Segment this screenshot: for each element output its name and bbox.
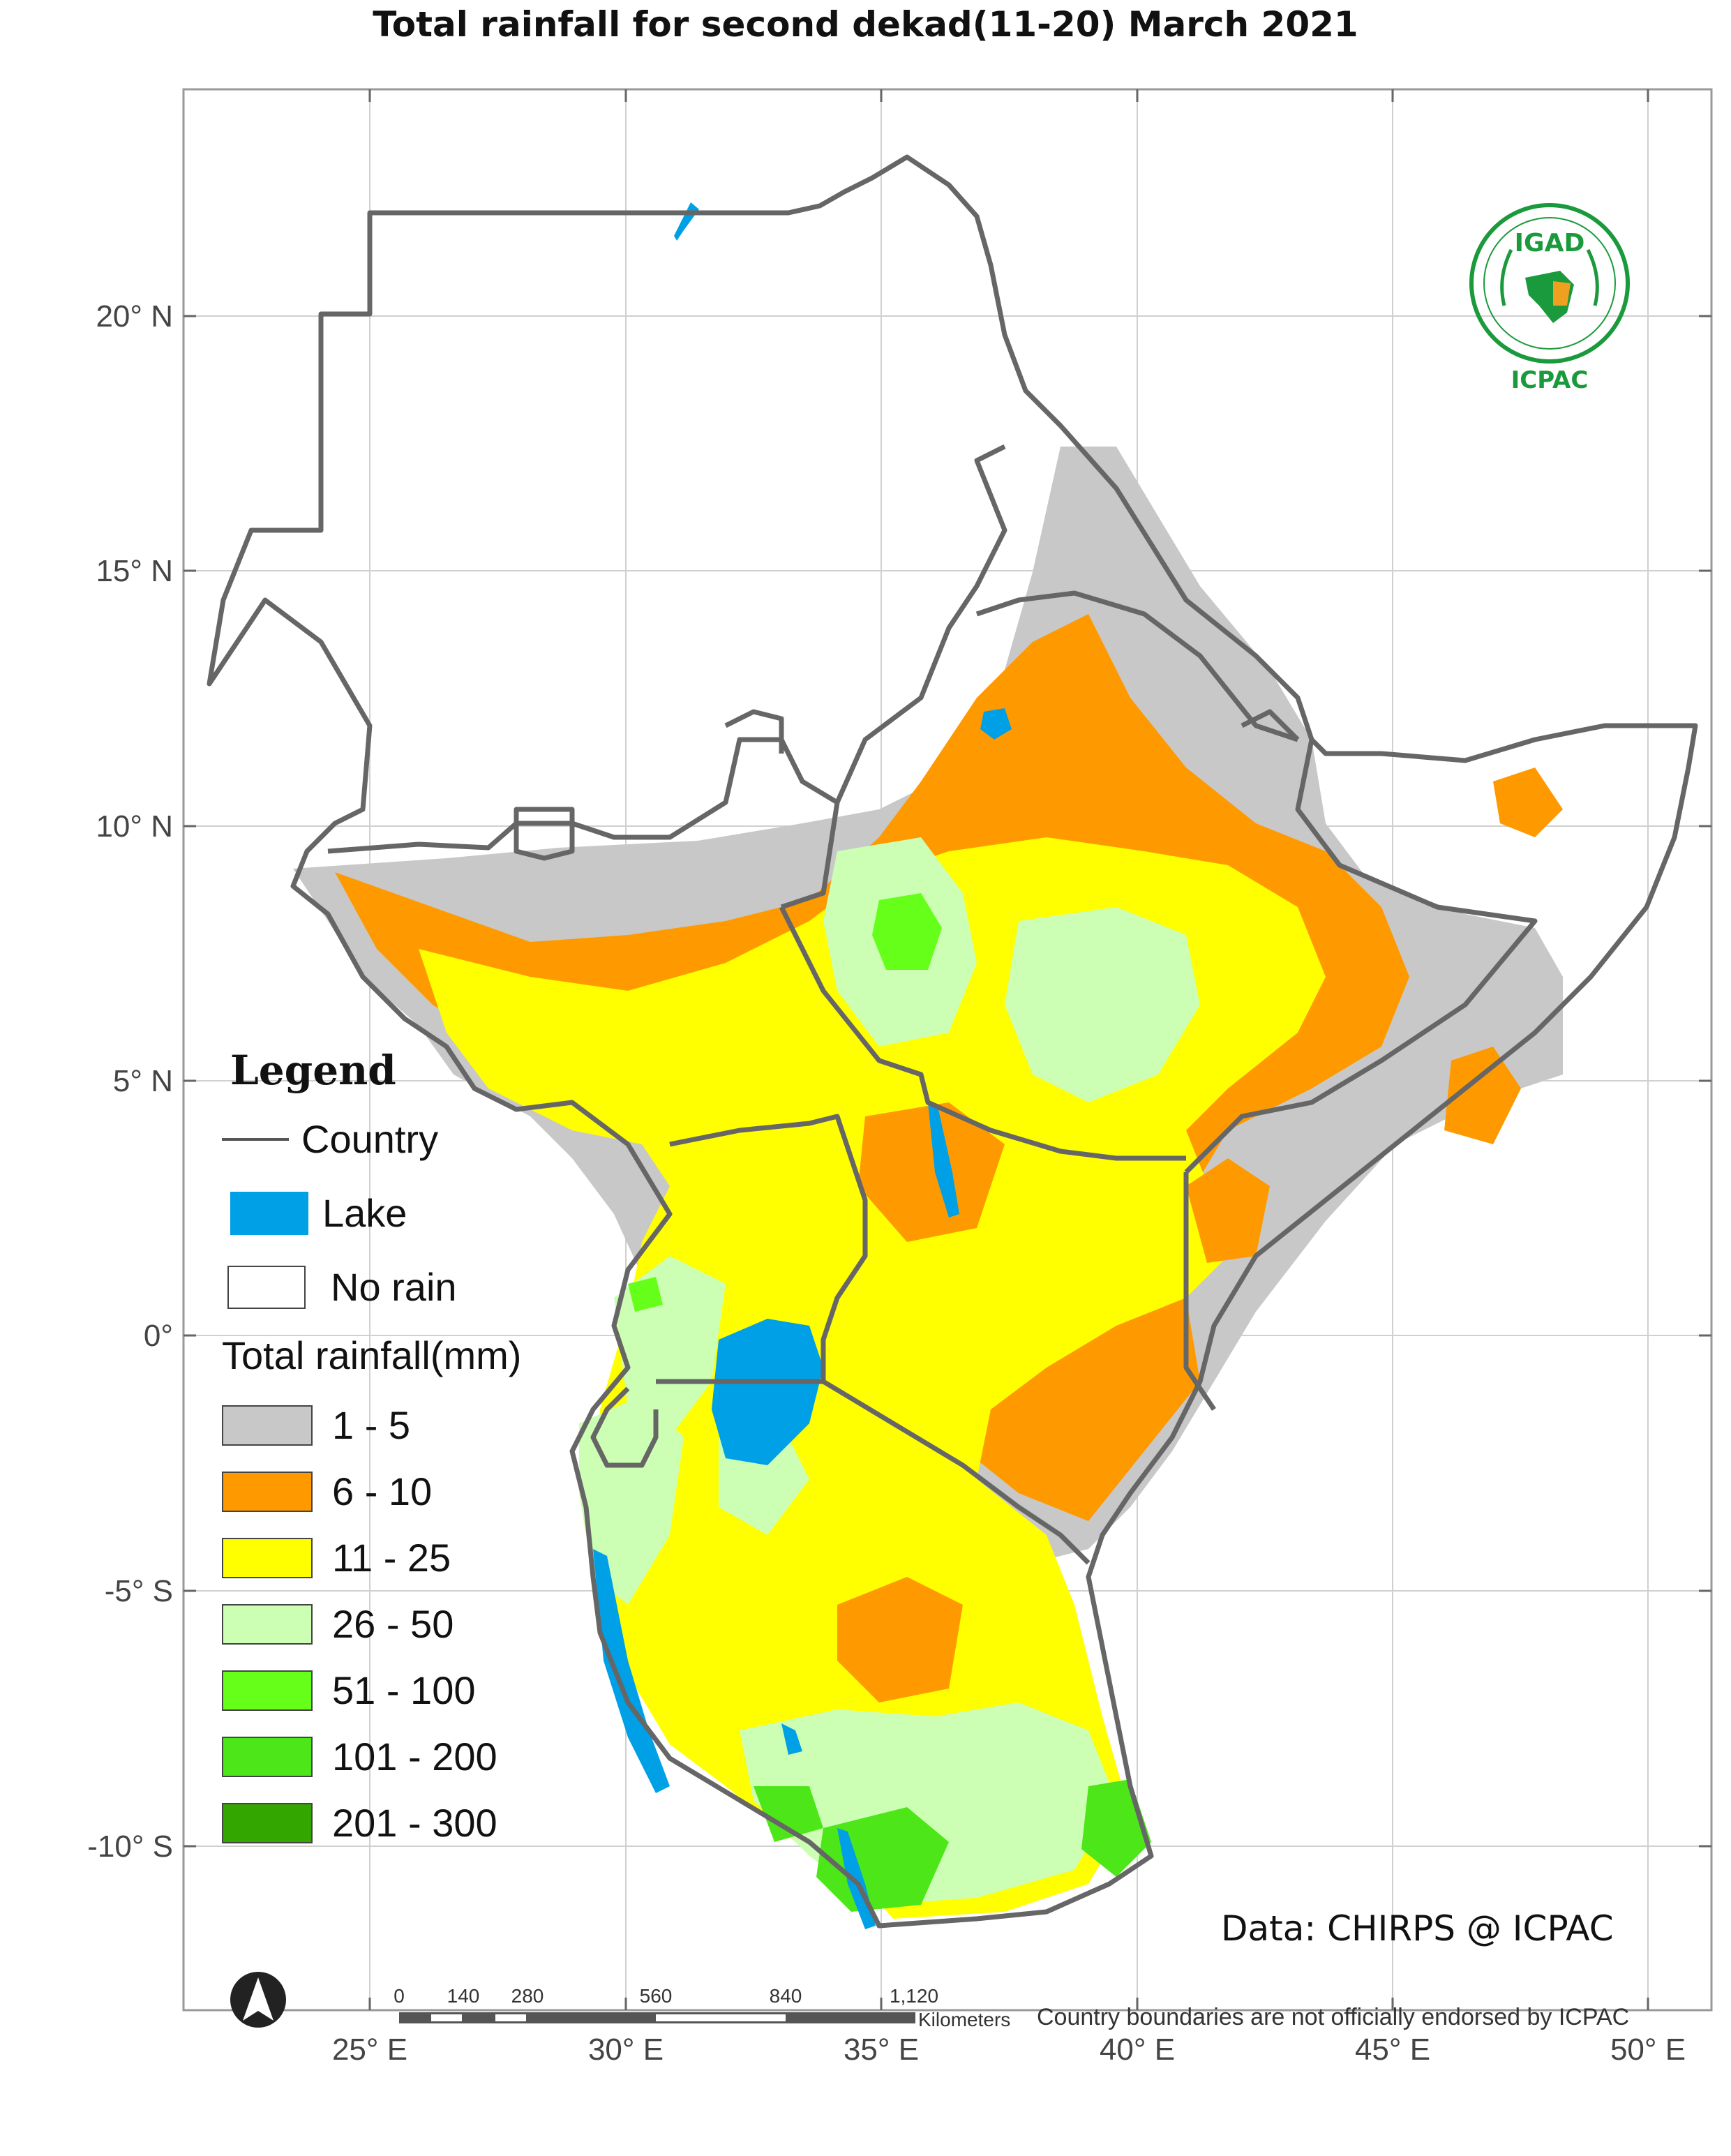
legend-row-lake: Lake: [222, 1190, 407, 1236]
country-line-swatch: [222, 1137, 289, 1141]
legend-class-row: 51 - 100: [222, 1668, 476, 1713]
rainfall-zone-11-25: [419, 837, 1326, 1919]
lake-tana: [980, 708, 1012, 740]
lake-turkana: [928, 1102, 959, 1218]
legend: Legend Country Lake No rain Total rainfa…: [222, 1047, 613, 1863]
scale-label-560: 560: [640, 1985, 673, 2007]
border-tanzania-north: [656, 1379, 1091, 1565]
lon-label-25: 25° E: [332, 2033, 407, 2067]
lat-label-10s: -10° S: [87, 1829, 173, 1864]
legend-class-swatch: [222, 1670, 313, 1711]
logo-sub: ICPAC: [1511, 366, 1589, 394]
scale-label-1120: 1,120: [890, 1985, 938, 2007]
border-south-sudan-kenya: [779, 906, 1186, 1161]
lon-label-45: 45° E: [1355, 2033, 1430, 2067]
legend-class-row: 101 - 200: [222, 1734, 497, 1779]
lon-label-35: 35° E: [844, 2033, 919, 2067]
border-sudan-chad-pocket: [514, 807, 575, 861]
map-title: Total rainfall for second dekad(11-20) M…: [373, 4, 1358, 45]
legend-class-row: 11 - 25: [222, 1535, 451, 1580]
legend-row-no-rain: No rain: [222, 1264, 457, 1310]
legend-class-label: 1 - 5: [332, 1403, 411, 1447]
lon-label-50: 50° E: [1610, 2033, 1686, 2067]
border-ethiopia-somalia: [1184, 739, 1538, 1174]
legend-class-swatch: [222, 1405, 313, 1446]
legend-class-label: 201 - 300: [332, 1801, 497, 1845]
legend-class-label: 11 - 25: [332, 1536, 451, 1580]
scale-label-840: 840: [770, 1985, 802, 2007]
legend-class-label: 6 - 10: [332, 1469, 433, 1513]
lat-label-5n: 5° N: [113, 1064, 173, 1098]
scale-label-0: 0: [394, 1985, 405, 2007]
legend-lake-label: Lake: [322, 1191, 407, 1235]
outer-border: [207, 154, 1698, 1929]
rainfall-zone-26-50: [579, 837, 1200, 1905]
legend-class-swatch: [222, 1802, 313, 1843]
border-ethiopia-sudan: [834, 444, 1007, 804]
legend-country-label: Country: [301, 1117, 439, 1161]
north-arrow-icon: [230, 1972, 286, 2028]
scale-unit: Kilometers: [918, 2009, 1010, 2030]
border-rwanda-burundi: [590, 1386, 659, 1468]
border-eritrea: [975, 590, 1299, 742]
country-borders: [207, 154, 1698, 1929]
legend-class-label: 51 - 100: [332, 1668, 476, 1712]
rainfall-patches-6-10: [837, 768, 1563, 1702]
legend-class-row: 1 - 5: [222, 1402, 410, 1448]
legend-class-swatch: [222, 1471, 313, 1512]
lat-label-0: 0°: [144, 1319, 173, 1353]
lake-victoria: [712, 1319, 823, 1465]
legend-class-swatch: [222, 1603, 313, 1645]
data-credit: Data: CHIRPS @ ICPAC: [1221, 1908, 1614, 1949]
lat-label-20n: 20° N: [96, 299, 173, 334]
logo-name: IGAD: [1515, 229, 1585, 257]
legend-class-row: 6 - 10: [222, 1469, 432, 1514]
legend-class-label: 26 - 50: [332, 1602, 454, 1646]
lon-label-30: 30° E: [588, 2033, 664, 2067]
lat-label-15n: 15° N: [96, 554, 173, 588]
lon-label-40: 40° E: [1100, 2033, 1175, 2067]
lake-tanganyika: [593, 1549, 670, 1793]
lat-label-10n: 10° N: [96, 809, 173, 844]
scale-bar: 0 140 280 560 840 1,120 Kilometers: [394, 1985, 1010, 2030]
border-uganda: [669, 1114, 868, 1382]
legend-row-rainfall-title: Total rainfall(mm): [222, 1333, 521, 1378]
border-sudan-inner: [724, 709, 784, 754]
legend-row-country: Country: [222, 1116, 438, 1162]
scale-label-280: 280: [511, 1985, 544, 2007]
legend-class-swatch: [222, 1736, 313, 1777]
legend-no-rain-label: No rain: [331, 1265, 457, 1309]
legend-class-row: 201 - 300: [222, 1800, 497, 1846]
igad-icpac-logo: IGAD ICPAC: [1469, 203, 1630, 394]
legend-class-row: 26 - 50: [222, 1601, 454, 1647]
legend-class-swatch: [222, 1537, 313, 1578]
boundary-disclaimer: Country boundaries are not officially en…: [1037, 2004, 1630, 2030]
border-sudan-south: [327, 737, 840, 910]
no-rain-swatch: [227, 1265, 306, 1309]
scale-label-140: 140: [447, 1985, 480, 2007]
map-frame: [182, 88, 1713, 2012]
legend-class-label: 101 - 200: [332, 1735, 497, 1779]
lake-swatch: [230, 1191, 308, 1235]
border-kenya-somalia: [1183, 1172, 1216, 1411]
legend-rainfall-title: Total rainfall(mm): [222, 1333, 522, 1377]
lat-label-5s: -5° S: [105, 1574, 173, 1608]
border-djibouti: [1241, 709, 1300, 742]
legend-title: Legend: [230, 1047, 396, 1094]
